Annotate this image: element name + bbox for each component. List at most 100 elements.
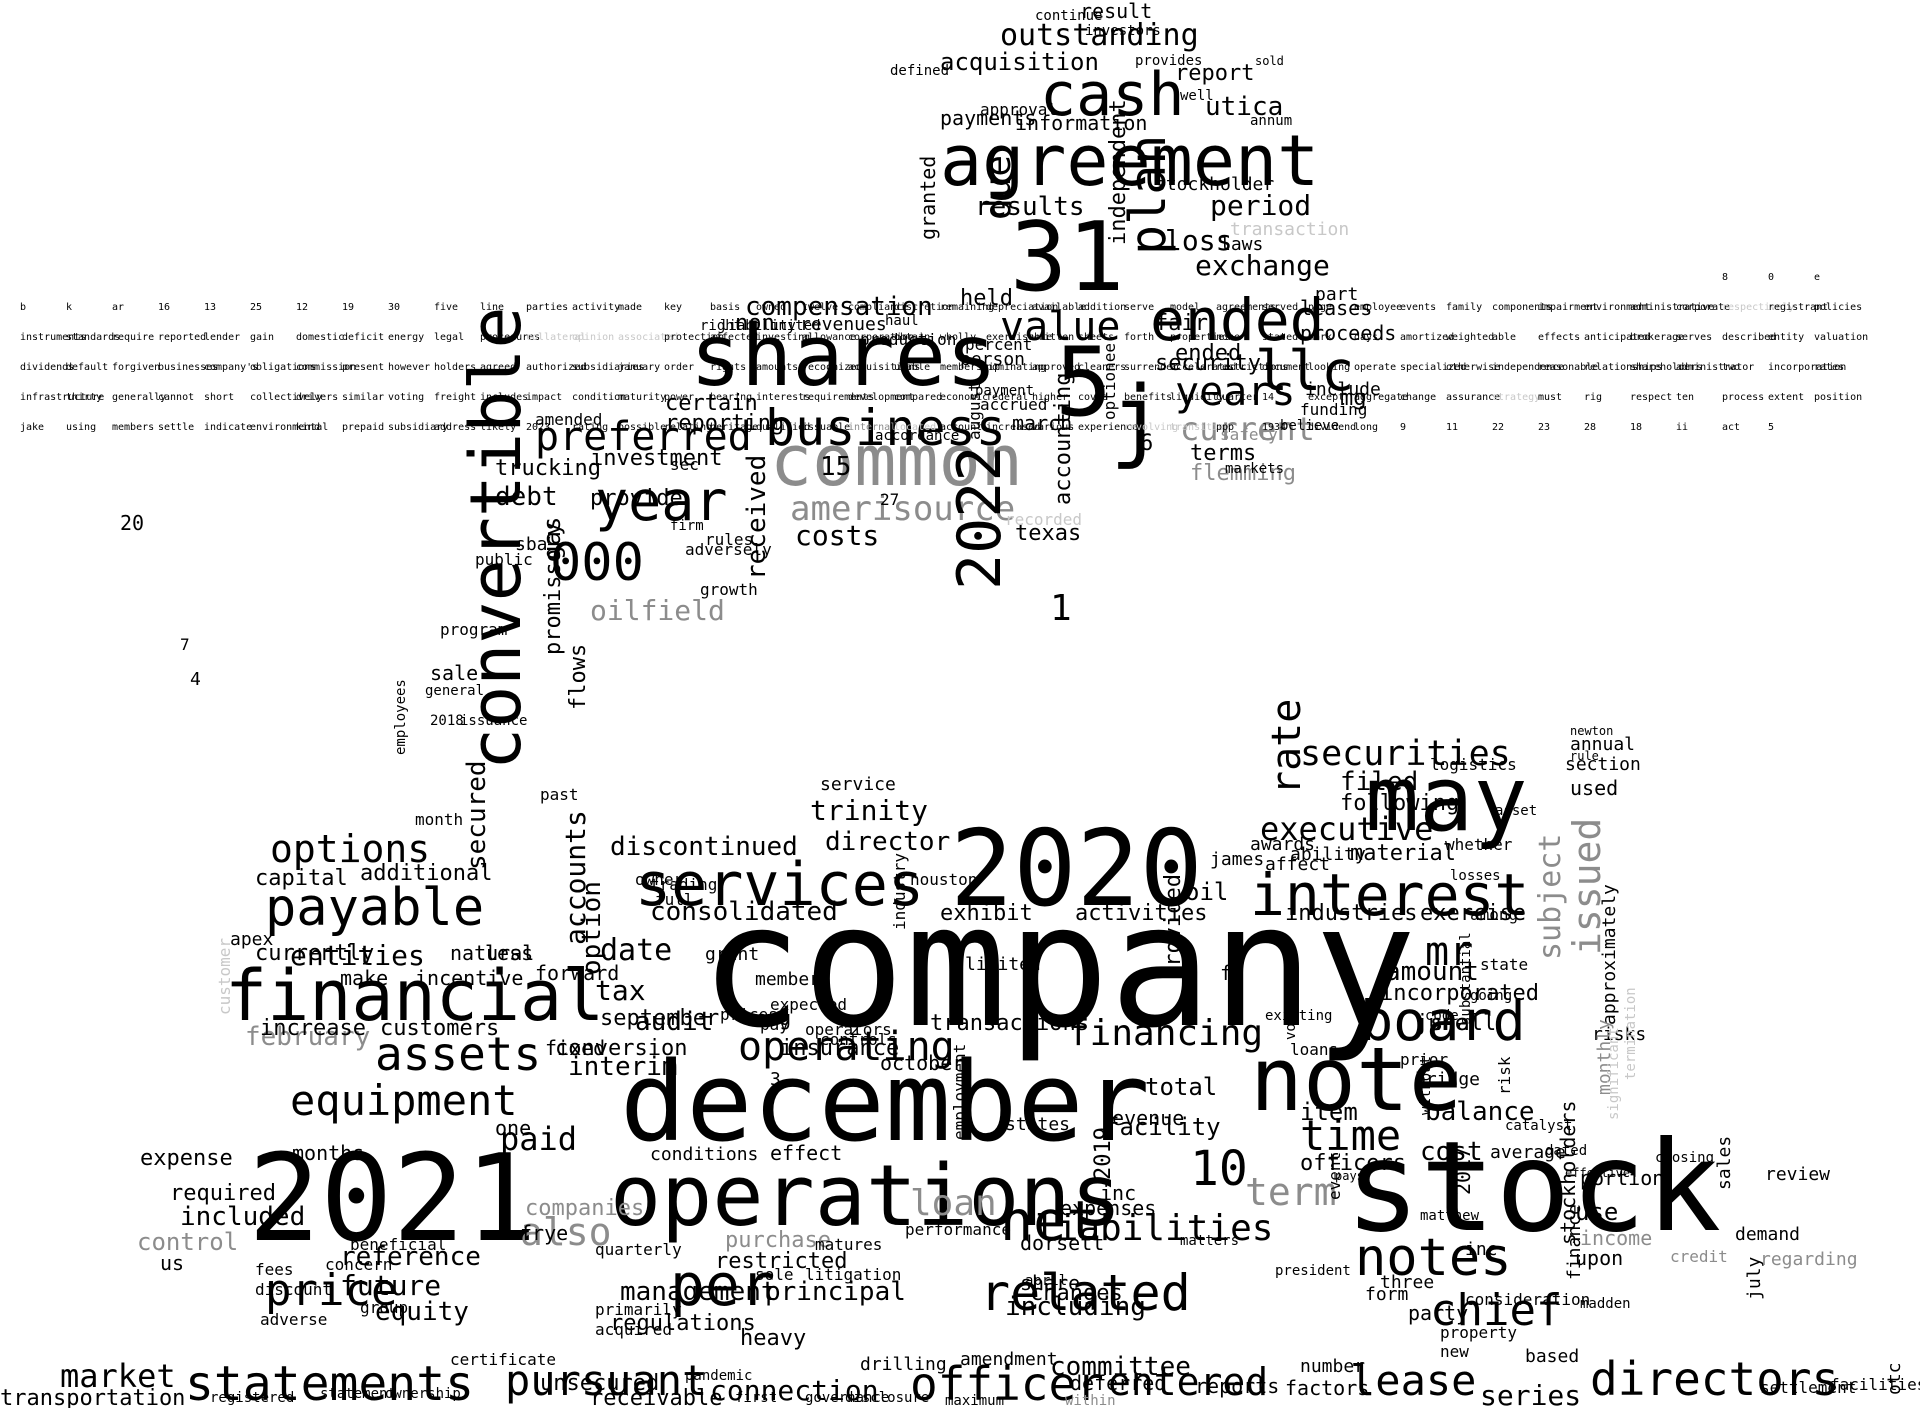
word-cloud-word: june [1415, 1011, 1468, 1036]
word-cloud-word: collateral [526, 332, 586, 343]
word-cloud-word: 31 [1010, 203, 1124, 313]
word-cloud-word: 9 [1400, 422, 1406, 433]
word-cloud-word: key [664, 302, 682, 313]
word-cloud-word: person [960, 349, 1025, 370]
word-cloud-word: quarterly [595, 1240, 682, 1259]
word-cloud-word: remaining [940, 302, 994, 313]
word-cloud-word: balance [1425, 1097, 1535, 1127]
word-cloud-word: lender [204, 332, 240, 343]
word-cloud-word: 22 [1492, 422, 1504, 433]
word-cloud-word: reports [1195, 1374, 1279, 1398]
word-cloud-word: limited [965, 954, 1041, 975]
word-cloud-word: full [655, 890, 694, 909]
word-cloud-word: generally [112, 392, 166, 403]
word-cloud-word: report [1175, 61, 1254, 86]
word-cloud-word: august [965, 382, 984, 440]
word-cloud-word: growth [700, 580, 758, 599]
word-cloud-word: subsidiary [388, 422, 448, 433]
word-cloud-word: collectively [250, 392, 322, 403]
word-cloud-word: restricted [715, 1249, 847, 1274]
word-cloud-word: transaction [1230, 219, 1349, 240]
word-cloud-word: entity [1768, 332, 1804, 343]
word-cloud-word: payable [265, 878, 484, 938]
word-cloud-word: statement [320, 1386, 396, 1402]
word-cloud-word: firm [670, 518, 704, 534]
word-cloud-word: gas [538, 517, 566, 560]
word-cloud-word: liquidity [1170, 392, 1224, 403]
word-cloud-word: code [1425, 1008, 1459, 1024]
word-cloud-word: registered [210, 1390, 294, 1406]
word-cloud-word: lease [1350, 1356, 1476, 1405]
word-cloud-word: loans [1290, 1040, 1338, 1059]
word-cloud-word: 5 [1055, 328, 1112, 438]
word-cloud-word: sec [670, 455, 699, 474]
word-cloud-word: amount [1385, 957, 1479, 987]
word-cloud-word: forgiven [112, 362, 160, 373]
word-cloud-word: us [160, 1251, 184, 1275]
word-cloud-word: defined [890, 63, 949, 79]
word-cloud-word: 4 [190, 669, 201, 690]
word-cloud-word: costs [795, 519, 879, 552]
word-cloud-word: march [1012, 411, 1072, 435]
word-cloud-word: cleaners [1078, 362, 1126, 373]
word-cloud-word: regulations [610, 1311, 756, 1336]
word-cloud-word: adverse [260, 1310, 327, 1329]
word-cloud-word: consideration [1465, 1290, 1590, 1309]
word-cloud-word: acquisitions [848, 362, 920, 373]
word-cloud-word: increase [260, 1016, 366, 1041]
word-cloud-word: dividend [1308, 422, 1356, 433]
word-cloud-word: must [1538, 392, 1562, 403]
word-cloud-word: exchange [1195, 249, 1330, 282]
word-cloud-word: 18 [1630, 422, 1642, 433]
word-cloud-word: 7 [180, 635, 190, 654]
word-cloud-word: wholly [940, 332, 976, 343]
word-cloud-word: issued [1565, 818, 1609, 955]
word-cloud-word: economic [940, 392, 988, 403]
word-cloud-word: matures [815, 1235, 882, 1254]
word-cloud-word: owner [635, 870, 684, 889]
word-cloud-word: closing [1655, 1150, 1714, 1166]
word-cloud-word: significant [1606, 1027, 1622, 1120]
word-cloud-word: tax [595, 974, 646, 1007]
word-cloud-word: power [664, 392, 694, 403]
word-cloud-word: maturity [618, 392, 666, 403]
word-cloud-word: factors [1285, 1376, 1369, 1400]
word-cloud-word: connection [710, 1374, 879, 1407]
word-cloud-word: rate [1264, 699, 1310, 795]
word-cloud-word: commission [296, 362, 356, 373]
word-cloud-word: equipment [290, 1076, 518, 1125]
word-cloud-word: standards [66, 332, 120, 343]
word-cloud-word: 2022 [945, 446, 1015, 591]
word-cloud-word: mr [1425, 929, 1473, 975]
word-cloud-word: results [975, 192, 1085, 222]
word-cloud-word: pandemic [685, 1368, 752, 1384]
word-cloud-word: management [620, 1277, 777, 1307]
word-cloud-word: bearing [710, 392, 752, 403]
word-cloud-word: result [1080, 0, 1152, 23]
word-cloud-word: required [170, 1181, 276, 1206]
word-cloud-word: shareholders [1630, 362, 1702, 373]
word-cloud-word: ended [1150, 286, 1325, 354]
word-cloud-word: respectively [1722, 302, 1794, 313]
word-cloud-word: indicate [204, 422, 252, 433]
word-cloud-word: current [1180, 410, 1315, 448]
word-cloud-word: expected [770, 995, 847, 1014]
word-cloud-word: present [342, 362, 384, 373]
word-cloud-word: 2018 [430, 713, 464, 729]
word-cloud-word: 5 [1768, 422, 1774, 433]
word-cloud-word: price [265, 1265, 397, 1316]
word-cloud-word: recorded [1005, 510, 1082, 529]
word-cloud-word: weighted [1446, 332, 1494, 343]
word-cloud-word: operators [805, 1020, 892, 1039]
word-cloud-word: extent [1768, 392, 1804, 403]
word-cloud-word: using [66, 422, 96, 433]
word-cloud-word: exercise [1420, 901, 1526, 926]
word-cloud-word: environmental [250, 422, 328, 433]
word-cloud-word: relating [664, 422, 712, 433]
word-cloud-word: disclosure [845, 1390, 929, 1406]
word-cloud-word: rules [705, 530, 753, 549]
word-cloud-word: upon [1575, 1246, 1623, 1270]
word-cloud-word: similar [342, 392, 384, 403]
word-cloud-word: registrant [1768, 302, 1828, 313]
word-cloud-word: among [1470, 905, 1518, 924]
